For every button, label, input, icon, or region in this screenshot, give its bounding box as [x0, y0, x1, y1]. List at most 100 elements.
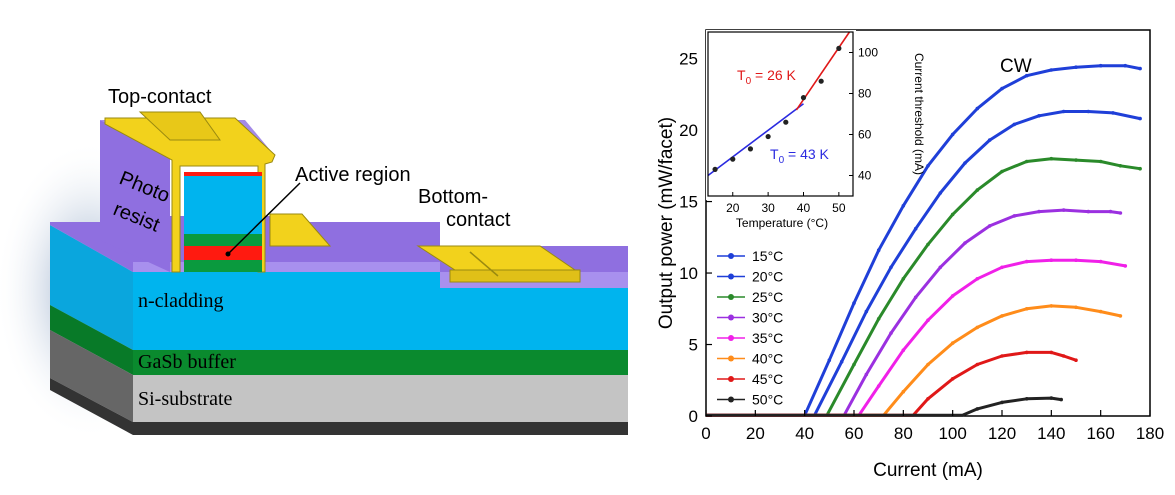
series-point — [926, 318, 930, 323]
main-ticks-group: 0 20 40 60 80 100 120 140 160 180 0 5 10 15 20 25 — [679, 50, 1164, 443]
inset-x-tick-label: 50 — [832, 201, 846, 215]
legend-label: 45°C — [752, 371, 783, 387]
main-y-tick-label: 10 — [679, 264, 698, 283]
legend-swatch-marker — [728, 253, 734, 259]
series-point — [975, 277, 980, 281]
series-point — [1074, 305, 1078, 310]
series-point — [1098, 309, 1103, 314]
main-x-tick-label: 100 — [938, 424, 966, 443]
series-point — [1074, 158, 1078, 162]
inset-x-axis-label: Temperature (°C) — [736, 216, 828, 230]
series-point — [901, 204, 906, 208]
series-point — [950, 212, 955, 217]
legend-swatch-marker — [728, 396, 734, 403]
buffer-side — [50, 305, 133, 375]
legend-label: 35°C — [752, 330, 783, 346]
main-y-tick-label: 0 — [689, 407, 698, 426]
threshold-point — [800, 95, 807, 101]
active-green-bottom — [184, 260, 262, 272]
substrate-side — [50, 330, 133, 422]
label-top-contact: Top-contact — [108, 86, 212, 108]
series-point — [1061, 109, 1066, 114]
series-point — [1012, 122, 1017, 127]
main-y-axis-label: Output power (mW/facet) — [656, 117, 677, 329]
inset-x-tick-label: 20 — [726, 201, 740, 215]
label-bottom-1: Bottom- — [418, 186, 488, 208]
main-series-group — [706, 63, 1142, 417]
series-point — [1000, 86, 1004, 91]
series-point — [975, 407, 980, 411]
series-point — [926, 397, 930, 401]
series-point — [1000, 400, 1004, 405]
active-region-pointer-line — [227, 182, 301, 255]
threshold-point — [730, 156, 736, 162]
inset-series-group — [707, 31, 851, 177]
series-point — [1000, 169, 1004, 174]
series-point — [950, 132, 955, 137]
series-point — [1138, 166, 1142, 171]
series-point — [1138, 116, 1142, 121]
series-point — [1024, 259, 1029, 264]
active-green-top — [184, 234, 262, 246]
series-point — [975, 325, 980, 330]
threshold-point — [818, 78, 824, 84]
series-point — [1000, 354, 1004, 358]
legend-swatch-marker — [728, 355, 734, 362]
label-n-cladding: n-cladding — [138, 290, 224, 312]
inset-chart: 20 30 40 50 40 60 80 100 Temperature (°C) Curre… — [706, 30, 926, 230]
series-line-45c — [706, 350, 1077, 417]
main-x-tick-label: 180 — [1136, 424, 1164, 443]
inset-frame — [707, 31, 854, 197]
series-point — [1049, 156, 1054, 161]
legend-swatch-marker — [728, 314, 734, 321]
annotation-t0-26k: T0 = 26 K — [737, 67, 797, 87]
series-point — [963, 241, 967, 245]
series-point — [876, 248, 881, 252]
main-x-tick-label: 80 — [894, 424, 913, 443]
series-point — [901, 277, 906, 281]
legend-label: 15°C — [752, 248, 783, 264]
base-shadow — [50, 378, 628, 435]
series-point — [926, 242, 930, 247]
series-point — [1074, 65, 1078, 69]
series-point — [1098, 159, 1103, 164]
legend-label: 20°C — [752, 269, 783, 285]
threshold-point — [783, 119, 789, 125]
top-contact-ridge — [138, 111, 221, 141]
main-y-tick-label: 5 — [689, 336, 698, 355]
series-point — [975, 188, 980, 192]
series-point — [1123, 63, 1128, 68]
series-point — [1049, 68, 1054, 72]
main-x-tick-label: 40 — [795, 424, 814, 443]
legend-swatch-marker — [728, 335, 734, 341]
series-point — [950, 294, 955, 298]
series-point — [1098, 259, 1103, 264]
legend-swatch-marker — [728, 273, 734, 280]
series-point — [852, 301, 856, 305]
legend-label: 25°C — [752, 289, 783, 305]
series-point — [913, 226, 918, 231]
main-y-tick-label: 20 — [679, 121, 698, 140]
series-point — [1024, 350, 1029, 355]
series-point — [1037, 114, 1041, 118]
label-gasb-buffer: GaSb buffer — [138, 351, 236, 373]
series-point — [1123, 264, 1128, 268]
series-point — [938, 265, 943, 270]
legend-swatch-marker — [728, 376, 734, 382]
series-point — [1037, 209, 1041, 214]
inset-y-tick-label: 80 — [858, 87, 872, 101]
annotation-cw: CW — [1000, 56, 1032, 77]
inset-y-tick-label: 40 — [858, 169, 872, 183]
label-active-region: Active region — [295, 164, 411, 186]
inset-x-tick-label: 40 — [797, 201, 811, 215]
series-point — [987, 138, 992, 142]
series-point — [876, 384, 881, 388]
series-point — [926, 164, 930, 168]
series-point — [1074, 258, 1078, 263]
series-point — [864, 309, 869, 314]
main-chart: 0 20 40 60 80 100 120 140 160 180 0 5 10 15 20 25 Curre… — [656, 29, 1164, 481]
legend-label: 30°C — [752, 310, 783, 326]
series-line-40c — [706, 304, 1121, 417]
device-schematic: Top-contact Photo resist Active region B… — [0, 86, 628, 440]
series-point — [1024, 397, 1029, 401]
